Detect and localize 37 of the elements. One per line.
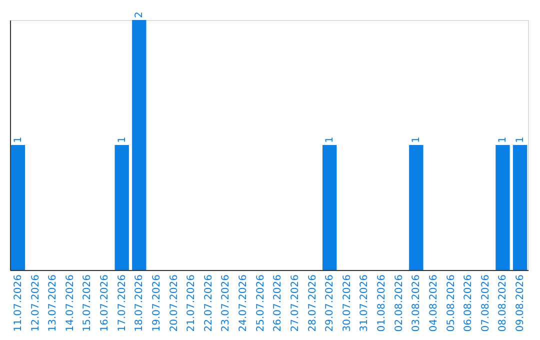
data-label: 1	[498, 136, 509, 143]
x-tick-label: 29.07.2026	[324, 274, 336, 332]
x-tick-label: 17.07.2026	[116, 274, 128, 332]
data-label: 1	[12, 136, 24, 143]
data-label: 1	[411, 136, 422, 143]
x-tick-label: 24.07.2026	[238, 274, 250, 332]
x-tick-label: 18.07.2026	[134, 274, 146, 332]
x-tick-label: 07.08.2026	[480, 274, 492, 332]
x-tick-label: 11.07.2026	[12, 274, 24, 332]
x-tick-label: 22.07.2026	[203, 274, 214, 332]
data-label: 2	[134, 12, 146, 18]
data-label: 1	[515, 136, 526, 143]
x-tick-label: 15.07.2026	[82, 274, 94, 332]
x-tick-label: 13.07.2026	[48, 274, 59, 332]
x-tick-label: 01.08.2026	[376, 274, 388, 332]
x-tick-label: 28.07.2026	[307, 274, 318, 332]
x-tick-label: 08.08.2026	[498, 274, 509, 332]
x-tick-label: 14.07.2026	[64, 274, 76, 332]
data-label: 1	[116, 136, 128, 143]
x-tick-label: 25.07.2026	[255, 274, 266, 332]
x-tick-label: 31.07.2026	[359, 274, 370, 332]
data-label: 1	[324, 136, 336, 143]
x-tick-label: 19.07.2026	[151, 274, 162, 332]
x-tick-label: 03.08.2026	[411, 274, 422, 332]
x-tick-label: 12.07.2026	[30, 274, 42, 332]
x-tick-label: 09.08.2026	[515, 274, 526, 332]
x-tick-label: 16.07.2026	[100, 274, 111, 332]
x-tick-label: 26.07.2026	[272, 274, 284, 332]
x-tick-label: 05.08.2026	[446, 274, 457, 332]
x-tick-label: 27.07.2026	[290, 274, 301, 332]
x-tick-label: 20.07.2026	[168, 274, 180, 332]
x-tick-label: 04.08.2026	[428, 274, 440, 332]
x-tick-label: 23.07.2026	[220, 274, 232, 332]
x-tick-label: 21.07.2026	[186, 274, 198, 332]
x-tick-label: 30.07.2026	[342, 274, 353, 332]
x-tick-label: 06.08.2026	[463, 274, 474, 332]
x-tick-label: 02.08.2026	[394, 274, 405, 332]
